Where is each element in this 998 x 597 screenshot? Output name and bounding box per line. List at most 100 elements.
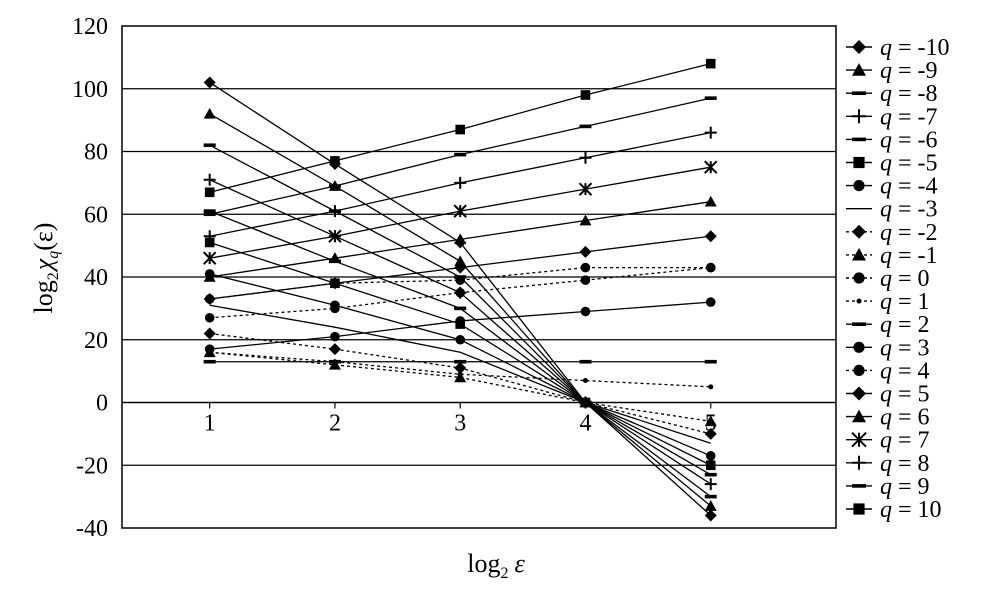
legend-marker	[852, 224, 866, 239]
series-layer	[202, 58, 718, 522]
data-point	[580, 306, 591, 317]
legend-entry: q = -9	[846, 58, 938, 84]
data-point	[455, 275, 466, 285]
data-point	[704, 494, 717, 499]
legend-entry: q = -2	[846, 220, 938, 246]
legend-entry: q = 8	[846, 451, 930, 477]
data-point	[580, 275, 591, 285]
legend-entry: q = 10	[846, 497, 942, 523]
data-point	[204, 312, 215, 323]
legend-q: q	[880, 451, 892, 477]
series-q-2	[203, 327, 717, 440]
data-point	[454, 176, 467, 189]
data-point	[203, 327, 216, 340]
legend-label: q = 7	[880, 428, 930, 454]
plot-area	[121, 25, 837, 529]
legend-value: = 5	[892, 382, 930, 408]
data-point	[455, 124, 466, 135]
data-point	[203, 173, 216, 186]
legend-q: q	[880, 127, 892, 153]
y-tick-label: -40	[76, 516, 108, 542]
legend-marker	[852, 109, 866, 124]
data-point	[204, 237, 215, 248]
legend-marker	[852, 322, 866, 326]
data-point	[579, 359, 592, 364]
x-tick-label: 2	[329, 411, 341, 437]
legend-value: = -6	[892, 127, 938, 153]
series-q7	[202, 160, 718, 265]
data-point	[328, 252, 341, 263]
legend-label: q = 10	[880, 497, 942, 523]
data-point	[457, 371, 463, 377]
data-point	[705, 460, 716, 471]
legend-marker	[852, 386, 866, 401]
data-point	[203, 143, 216, 148]
data-point	[454, 255, 467, 267]
legend-value: = -5	[892, 151, 938, 177]
data-point	[704, 195, 717, 207]
data-point	[579, 214, 592, 226]
y-tick-label: 60	[84, 202, 108, 228]
legend-q: q	[880, 266, 892, 292]
legend-entry: q = -6	[846, 127, 938, 153]
legend-value: = -8	[892, 81, 938, 107]
x-tick-label: 1	[204, 411, 216, 437]
data-point	[330, 331, 340, 342]
series-line	[209, 304, 711, 444]
legend-entry: q = 3	[846, 335, 930, 361]
legend-label: q = 6	[880, 405, 930, 431]
x-tick-label: 3	[454, 411, 466, 437]
series-q5	[203, 230, 717, 305]
data-point	[704, 509, 717, 522]
legend-value: = 1	[892, 289, 930, 315]
y-tick-label: 100	[72, 77, 108, 103]
data-point	[203, 292, 216, 305]
data-point	[454, 152, 467, 157]
legend-q: q	[880, 497, 892, 523]
legend-value: = 2	[892, 312, 930, 338]
data-point	[582, 378, 588, 384]
series-q4	[204, 262, 716, 323]
data-point	[704, 500, 717, 511]
data-point	[453, 204, 467, 218]
legend-marker	[856, 298, 862, 304]
legend-q: q	[880, 151, 892, 177]
series-q10	[204, 58, 716, 198]
y-tick-label: 80	[84, 140, 108, 166]
y-tick-label: -20	[76, 453, 108, 479]
legend-q: q	[880, 358, 892, 384]
legend-label: q = -6	[880, 127, 938, 153]
legend-label: q = -9	[880, 58, 938, 84]
legend-entry: q = 1	[846, 289, 930, 315]
series-line	[209, 351, 711, 422]
data-point	[454, 261, 467, 274]
data-point	[328, 205, 341, 218]
legend-q: q	[880, 81, 892, 107]
data-point	[704, 359, 717, 364]
legend-q: q	[880, 174, 892, 200]
data-point	[454, 306, 467, 311]
data-point	[328, 358, 341, 370]
legend-label: q = -5	[880, 151, 938, 177]
y-tick-label: 0	[96, 391, 108, 417]
legend-label: q = 1	[880, 289, 930, 315]
legend-label: q = -1	[880, 243, 938, 269]
data-point	[580, 262, 591, 273]
data-point	[455, 287, 466, 298]
data-point	[330, 303, 340, 314]
data-point	[202, 251, 217, 265]
data-point	[203, 359, 216, 364]
legend-entry: q = 2	[846, 312, 930, 338]
data-point	[705, 58, 716, 69]
legend-label: q = -4	[880, 174, 938, 200]
series-q6	[203, 195, 717, 282]
data-point	[204, 344, 215, 354]
legend-label: q = 5	[880, 382, 930, 408]
legend-value: = 6	[892, 405, 930, 431]
legend-marker	[852, 455, 866, 470]
legend-value: = 4	[892, 358, 930, 384]
legend-value: = 7	[892, 428, 930, 454]
data-point	[579, 124, 592, 129]
data-point	[328, 277, 341, 290]
data-point	[704, 96, 717, 100]
